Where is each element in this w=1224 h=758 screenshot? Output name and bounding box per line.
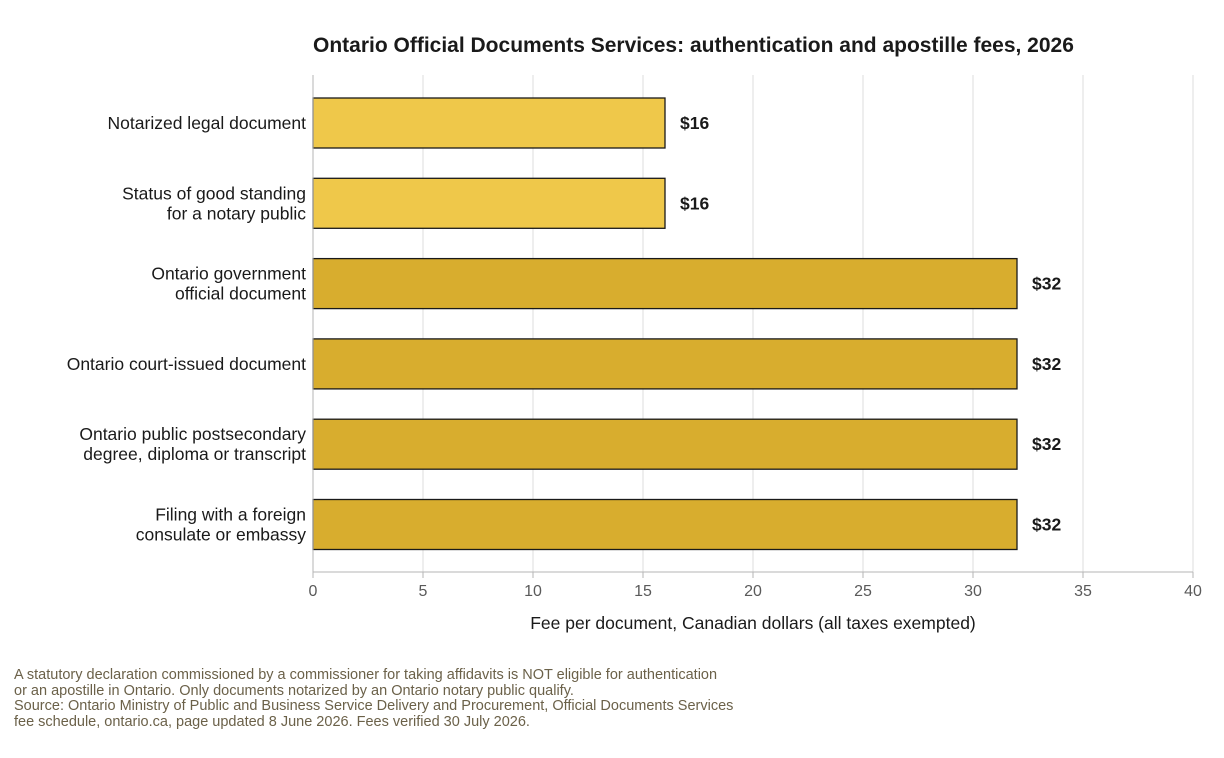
category-label: for a notary public	[167, 203, 306, 223]
data-label: $32	[1032, 354, 1061, 374]
data-label: $32	[1032, 274, 1061, 294]
data-label: $32	[1032, 434, 1061, 454]
bar	[312, 97, 666, 149]
category-label: official document	[175, 284, 306, 304]
category-label: degree, diploma or transcript	[83, 444, 306, 464]
footnote-line: Source: Ontario Ministry of Public and B…	[14, 698, 734, 715]
footnote-line: fee schedule, ontario.ca, page updated 8…	[14, 714, 530, 731]
x-tick-label: 40	[1184, 583, 1202, 600]
x-axis-label: Fee per document, Canadian dollars (all …	[530, 613, 976, 633]
bar	[312, 177, 666, 229]
x-tick-label: 25	[854, 583, 872, 600]
value-labels: $16 $16 $32 $32 $32 $32	[680, 113, 1061, 535]
category-label: Ontario public postsecondary	[79, 424, 306, 444]
category-labels: Notarized legal document Status of good s…	[67, 113, 307, 545]
data-label: $16	[680, 113, 709, 133]
x-tick-label: 35	[1074, 583, 1092, 600]
category-label: Ontario government	[151, 264, 306, 284]
footnote-line: A statutory declaration commissioned by …	[14, 667, 718, 683]
x-tick-label: 5	[419, 583, 428, 600]
x-tick-label: 30	[964, 583, 982, 600]
bar	[312, 498, 1018, 551]
data-label: $32	[1032, 515, 1061, 535]
bar	[312, 257, 1018, 310]
x-tick-label: 15	[634, 583, 652, 600]
footnote-line: or an apostille in Ontario. Only documen…	[14, 682, 574, 699]
category-label: Status of good standing	[122, 183, 306, 203]
x-tick-label: 10	[524, 583, 542, 600]
bar	[312, 338, 1018, 390]
category-label: Notarized legal document	[108, 113, 307, 133]
data-label: $16	[680, 193, 709, 213]
category-label: Ontario court-issued document	[67, 354, 306, 374]
category-label: consulate or embassy	[136, 525, 306, 545]
x-axis: 0 5 10 15 20 25 30 35 40	[309, 75, 1202, 600]
bar	[312, 418, 1018, 470]
chart-title: Ontario Official Documents Services: aut…	[313, 34, 1074, 57]
gridlines	[312, 75, 1194, 572]
x-tick-label: 20	[744, 583, 762, 600]
bars	[312, 97, 1018, 551]
x-tick-label: 0	[309, 583, 318, 600]
footnote: A statutory declaration commissioned by …	[14, 667, 774, 731]
category-label: Filing with a foreign	[155, 505, 306, 525]
